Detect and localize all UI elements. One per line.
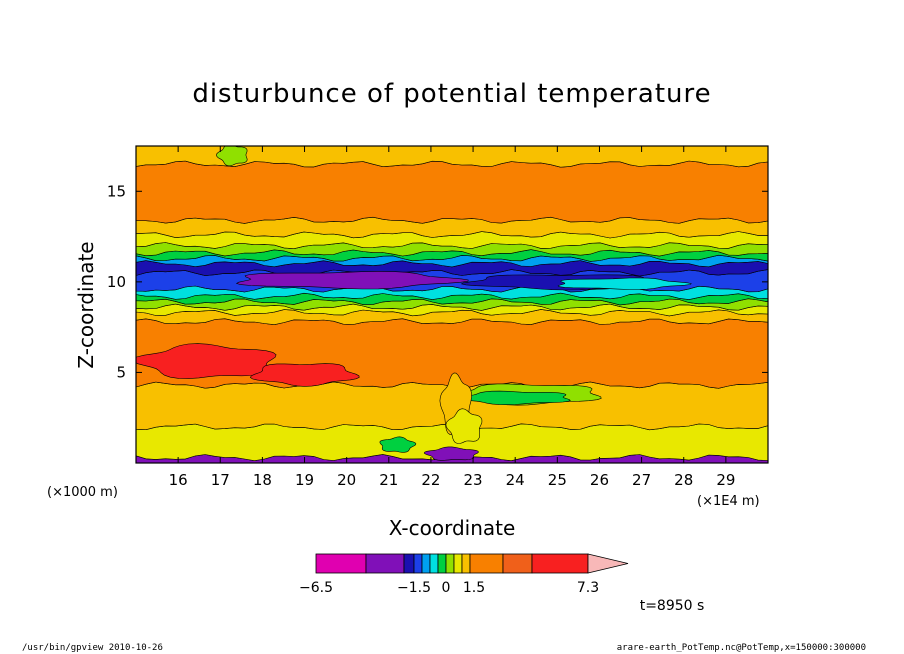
colorbar-segment — [365, 553, 405, 574]
colorbar-label: −1.5 — [397, 580, 431, 596]
contour-feature — [136, 343, 277, 379]
colorbar-label: 0 — [442, 580, 451, 596]
contour-feature — [423, 446, 479, 461]
contour-feature — [379, 436, 417, 453]
colorbar-label: 7.3 — [577, 580, 599, 596]
colorbar-segment — [315, 553, 367, 574]
x-tick-label: 26 — [590, 471, 609, 489]
x-tick-label: 28 — [674, 471, 693, 489]
x-tick-label: 25 — [548, 471, 567, 489]
colorbar-segment — [469, 553, 504, 574]
colorbar-segment — [437, 553, 447, 574]
contour-feature — [445, 408, 483, 444]
colorbar-label: −6.5 — [299, 580, 333, 596]
colorbar-segment — [453, 553, 463, 574]
x-tick-label: 16 — [169, 471, 188, 489]
contour-band — [136, 160, 768, 224]
x-axis-title: X-coordinate — [389, 516, 516, 540]
colorbar: −6.5 −1.5 0 1.5 7.3 — [299, 553, 629, 596]
y-axis-title: Z-coordinate — [74, 241, 98, 368]
x-tick-label: 23 — [464, 471, 483, 489]
x-tick-label: 24 — [506, 471, 525, 489]
colorbar-segment — [413, 553, 423, 574]
contour-feature — [216, 146, 248, 167]
x-tick-label: 18 — [253, 471, 272, 489]
x-tick-label: 22 — [421, 471, 440, 489]
colorbar-arrow — [587, 553, 629, 574]
x-axis-ticks: 16 17 18 19 20 21 22 23 24 25 26 27 28 29 — [169, 146, 735, 489]
x-tick-label: 29 — [716, 471, 735, 489]
contour-field — [136, 146, 768, 463]
colorbar-segment — [502, 553, 533, 574]
contour-band — [136, 146, 768, 168]
plot-frame — [135, 145, 769, 464]
footer-left: /usr/bin/gpview 2010-10-26 — [22, 643, 163, 653]
colorbar-segment — [421, 553, 431, 574]
y-tick-label: 5 — [116, 363, 126, 381]
contour-feature — [249, 363, 360, 387]
colorbar-segment — [531, 553, 589, 574]
y-axis-ticks: 5 10 15 — [107, 182, 768, 381]
colorbar-segment — [403, 553, 415, 574]
contour-feature — [557, 277, 692, 290]
colorbar-segment — [445, 553, 455, 574]
y-tick-label: 15 — [107, 182, 126, 200]
colorbar-segment — [429, 553, 439, 574]
footer-right: arare-earth_PotTemp.nc@PotTemp,x=150000:… — [617, 643, 866, 653]
colorbar-label: 1.5 — [463, 580, 485, 596]
chart-title: disturbunce of potential temperature — [192, 79, 711, 109]
time-label: t=8950 s — [640, 598, 705, 614]
x-tick-label: 17 — [211, 471, 230, 489]
y-tick-label: 10 — [107, 273, 126, 291]
contour-feature — [235, 271, 469, 290]
x-unit-left: (×1000 m) — [47, 485, 118, 500]
x-tick-label: 20 — [337, 471, 356, 489]
x-tick-label: 27 — [632, 471, 651, 489]
x-unit-right: (×1E4 m) — [697, 494, 760, 509]
x-tick-label: 21 — [379, 471, 398, 489]
x-tick-label: 19 — [295, 471, 314, 489]
colorbar-segment — [461, 553, 471, 574]
